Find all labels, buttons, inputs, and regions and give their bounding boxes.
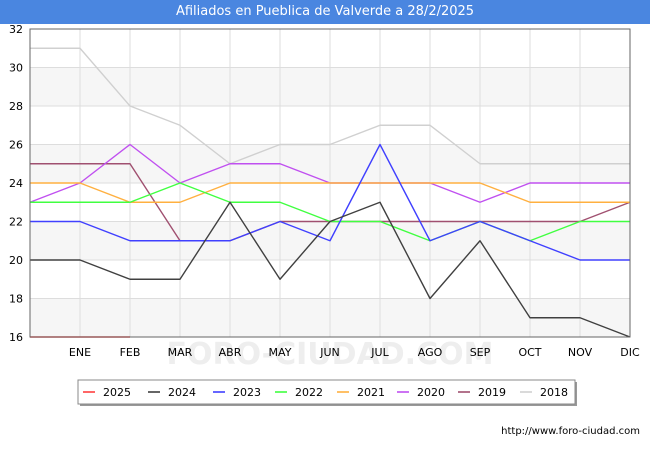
series-line-2024 xyxy=(30,201,631,338)
x-tick-label: SEP xyxy=(470,346,491,359)
legend-label-2023: 2023 xyxy=(233,386,261,399)
x-tick-label: FEB xyxy=(120,346,141,359)
y-tick-label: 20 xyxy=(9,254,23,267)
plot-frame xyxy=(29,28,631,338)
legend: 2025 2024 2023 2022 2021 2020 2019 2018 xyxy=(77,379,577,406)
legend-label-2018: 2018 xyxy=(540,386,568,399)
x-axis: ENE FEB MAR ABR MAY JUN JUL AGO SEP OCT NOV DIC xyxy=(69,346,640,359)
x-tick-label: JUN xyxy=(319,346,340,359)
series-lines xyxy=(29,47,631,338)
chart-title: Afiliados en Pueblica de Valverde a 28/2… xyxy=(0,0,650,24)
y-tick-label: 28 xyxy=(9,100,23,113)
y-tick-label: 24 xyxy=(9,177,23,190)
legend-label-2025: 2025 xyxy=(103,386,131,399)
series-line-2023 xyxy=(30,143,630,261)
legend-label-2019: 2019 xyxy=(478,386,506,399)
y-tick-label: 26 xyxy=(9,139,23,152)
y-tick-label: 30 xyxy=(9,62,23,75)
legend-label-2022: 2022 xyxy=(295,386,323,399)
legend-label-2021: 2021 xyxy=(357,386,385,399)
legend-box xyxy=(77,379,576,405)
x-tick-label: DIC xyxy=(620,346,640,359)
x-tick-label: JUL xyxy=(370,346,389,359)
series-line-2018 xyxy=(30,47,630,165)
y-tick-label: 32 xyxy=(9,23,23,36)
x-tick-label: MAR xyxy=(168,346,193,359)
x-tick-label: AGO xyxy=(418,346,443,359)
legend-label-2020: 2020 xyxy=(417,386,445,399)
legend-label-2024: 2024 xyxy=(168,386,196,399)
watermark: FORO-CIUDAD.COM xyxy=(167,337,494,372)
x-tick-label: OCT xyxy=(518,346,541,359)
x-tick-label: ABR xyxy=(219,346,242,359)
source-url: http://www.foro-ciudad.com xyxy=(501,426,640,437)
y-axis: 16 18 20 22 24 26 28 30 32 xyxy=(9,23,23,344)
y-tick-label: 18 xyxy=(9,293,23,306)
y-tick-label: 16 xyxy=(9,331,23,344)
x-tick-label: MAY xyxy=(269,346,292,359)
y-tick-label: 22 xyxy=(9,216,23,229)
x-tick-label: NOV xyxy=(568,346,593,359)
x-tick-label: ENE xyxy=(69,346,91,359)
